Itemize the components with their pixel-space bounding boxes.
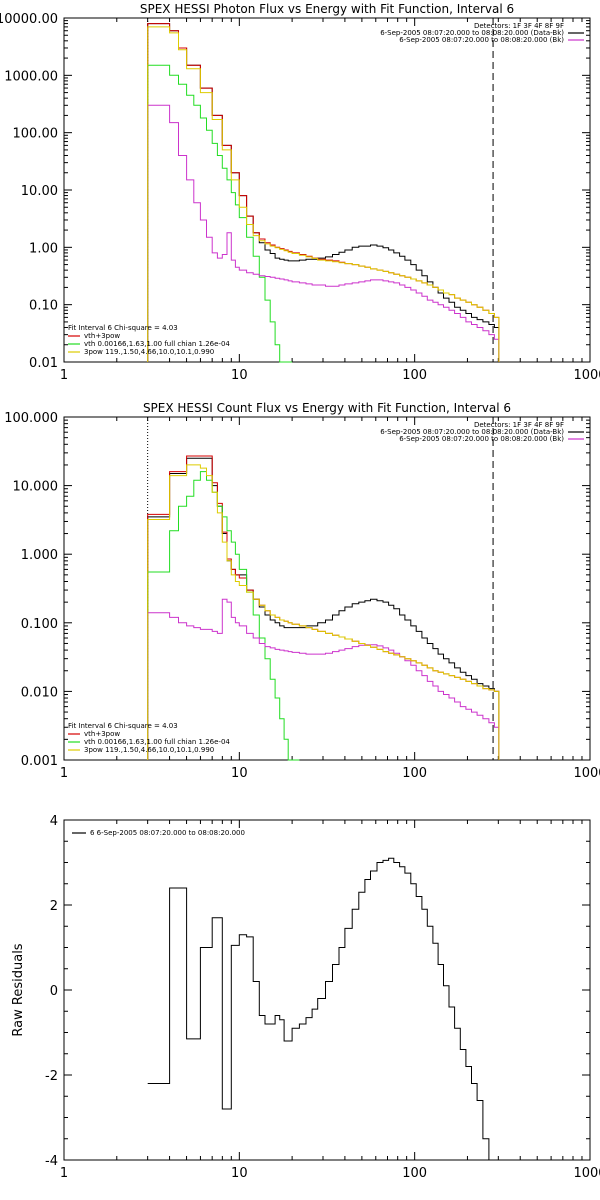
x-tick-label: 1 (60, 1166, 68, 1181)
y-tick-label: 0.001 (21, 754, 58, 769)
x-tick-label: 100 (402, 368, 427, 383)
plot-frame (63, 416, 591, 761)
x-tick-label: 10 (231, 766, 248, 781)
y-axis-label: Raw Residuals (11, 943, 26, 1036)
legend-bottom-entry: 3pow 119.,1.50,4.66,10.0,10.1,0.990 (84, 746, 214, 754)
y-tick-label: 100.00 (13, 127, 59, 142)
y-tick-label: -4 (45, 1154, 58, 1169)
chart-title: SPEX HESSI Photon Flux vs Energy with Fi… (140, 2, 514, 16)
y-tick-label: 100.000 (4, 411, 58, 426)
y-tick-label: 4 (50, 814, 58, 829)
legend-top-entry: Detectors: 1F 3F 4F 8F 9F (474, 421, 564, 429)
series-line-0 (147, 857, 499, 1161)
y-tick-label: 0 (50, 984, 58, 999)
legend-top-entry: 6-Sep-2005 08:07:20.000 to 08:08:20.000 … (399, 435, 564, 443)
series-line-3 (147, 598, 500, 760)
legend-top-entry: Detectors: 1F 3F 4F 8F 9F (474, 22, 564, 30)
legend-bottom-entry: vth 0.00166,1.63,1.00 full chian 1.26e-0… (84, 738, 230, 746)
y-tick-label: 0.100 (21, 617, 58, 632)
x-tick-label: 1 (60, 368, 68, 383)
legend-bottom-entry: 3pow 119.,1.50,4.66,10.0,10.1,0.990 (84, 348, 214, 356)
series-line-0 (147, 457, 500, 760)
x-tick-label: 100 (402, 766, 427, 781)
x-tick-label: 1000 (573, 1166, 600, 1181)
photon-flux-panel: SPEX HESSI Photon Flux vs Energy with Fi… (0, 2, 600, 383)
legend-top-entry: 6-Sep-2005 08:07:20.000 to 08:08:20.000 … (399, 36, 564, 44)
y-tick-label: 0.10 (29, 299, 58, 314)
legend-top-entry: 6 6-Sep-2005 08:07:20.000 to 08:08:20.00… (90, 829, 245, 837)
plot-frame (63, 819, 591, 1161)
series-line-2 (147, 471, 300, 761)
y-tick-label: 10.000 (13, 480, 59, 495)
series-line-4 (147, 26, 500, 362)
legend-top-entry: 6-Sep-2005 08:07:20.000 to 08:08:20.000 … (380, 29, 564, 37)
x-tick-label: 1000 (573, 368, 600, 383)
count-flux-panel: SPEX HESSI Count Flux vs Energy with Fit… (4, 401, 600, 781)
plot-frame (63, 17, 591, 363)
x-tick-label: 1 (60, 766, 68, 781)
series-line-1 (147, 455, 500, 760)
y-tick-label: 1000.00 (4, 69, 58, 84)
series-line-3 (147, 104, 500, 362)
y-tick-label: 0.010 (21, 685, 58, 700)
legend-bottom-entry: Fit Interval 6 Chi-square = 4.03 (68, 324, 178, 332)
series-line-4 (147, 464, 500, 760)
legend-bottom-entry: Fit Interval 6 Chi-square = 4.03 (68, 722, 178, 730)
y-tick-label: 10.00 (21, 184, 58, 199)
y-tick-label: 10000.00 (0, 12, 58, 27)
residuals-panel: 1 10 100 1000 -4 -2 0 2 4 Raw Residuals 6 6-Sep-20… (11, 814, 600, 1181)
y-tick-label: -2 (45, 1069, 58, 1084)
legend-bottom-entry: vth+3pow (84, 730, 120, 738)
y-tick-label: 1.00 (29, 241, 58, 256)
legend-top-entry: 6-Sep-2005 08:07:20.000 to 08:08:20.000 … (380, 428, 564, 436)
y-tick-label: 0.01 (29, 356, 58, 371)
x-tick-label: 100 (402, 1166, 427, 1181)
y-tick-label: 1.000 (21, 548, 58, 563)
x-tick-label: 10 (231, 368, 248, 383)
x-tick-label: 1000 (573, 766, 600, 781)
series-line-2 (147, 64, 293, 363)
x-tick-label: 10 (231, 1166, 248, 1181)
y-tick-label: 2 (50, 899, 58, 914)
chart-title: SPEX HESSI Count Flux vs Energy with Fit… (143, 401, 511, 415)
legend-bottom-entry: vth+3pow (84, 332, 120, 340)
legend-bottom-entry: vth 0.00166,1.63,1.00 full chian 1.26e-0… (84, 340, 230, 348)
